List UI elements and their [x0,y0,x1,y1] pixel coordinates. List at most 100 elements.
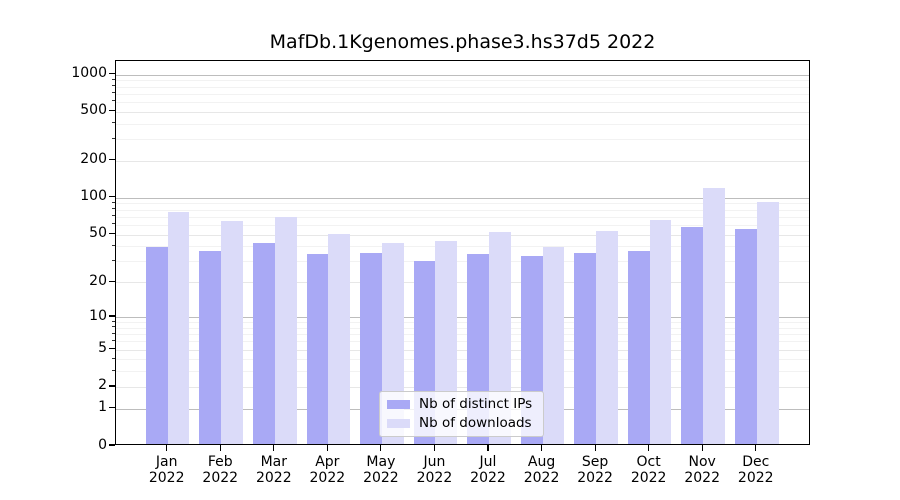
y-tick-label-50: 50 [89,225,107,242]
y-tick-mark [108,233,115,235]
bar-downloads-jul [489,231,511,444]
x-tick-month: Oct [636,454,661,470]
bar-distinct-ips-may [360,252,382,444]
chart-title: MafDb.1Kgenomes.phase3.hs37d5 2022 [269,31,656,53]
x-tick-mark [701,445,703,451]
x-tick-month: Aug [527,454,556,470]
gridline-minor [116,322,809,324]
y-tick-mark-minor [111,85,115,87]
y-tick-mark-minor [111,244,115,246]
x-tick-month: Dec [742,454,770,470]
bar-downloads-oct [649,220,672,444]
x-tick-label-may: May 2022 [349,454,413,486]
gridline-minor [116,203,809,205]
y-tick-mark-minor [111,326,115,328]
x-tick-label-oct: Oct 2022 [617,454,681,486]
bar-downloads-mar [274,217,297,444]
x-tick-label-sep: Sep 2022 [563,454,627,486]
bar-distinct-ips-dec [734,228,757,444]
x-tick-mark [219,445,221,451]
x-tick-year: 2022 [737,470,774,486]
legend-label-distinct-ips: Nb of distinct IPs [419,396,533,412]
y-tick-mark-minor [111,100,115,102]
x-tick-label-feb: Feb 2022 [188,454,252,486]
y-tick-label-1: 1 [98,399,107,416]
gridline-200 [116,160,809,162]
bar-distinct-ips-mar [253,243,275,444]
gridline-2 [116,386,809,388]
gridline-10 [116,317,809,319]
x-tick-year: 2022 [309,470,346,486]
y-tick-mark-minor [111,137,115,139]
y-tick-mark-minor [111,92,115,94]
bar-downloads-sep [596,230,618,444]
x-tick-year: 2022 [363,470,399,486]
x-tick-mark [166,445,168,451]
x-tick-mark [326,445,328,451]
y-tick-label-1000: 1000 [71,65,107,82]
x-tick-month: Jan [155,454,178,470]
plot-area [115,60,810,445]
x-tick-year: 2022 [684,470,720,486]
x-tick-year: 2022 [470,470,506,486]
x-tick-label-jul: Jul 2022 [456,454,520,486]
legend-item-distinct-ips: Nb of distinct IPs [387,397,532,412]
gridline-minor [116,224,809,226]
y-tick-mark-minor [111,215,115,217]
x-tick-month: Jul [479,454,497,470]
bar-downloads-dec [756,202,779,444]
gridline-minor [116,139,809,141]
bar-distinct-ips-nov [681,226,704,444]
x-tick-mark [594,445,596,451]
y-tick-label-200: 200 [80,151,107,168]
gridline-5 [116,349,809,351]
y-tick-mark-minor [111,320,115,322]
x-tick-year: 2022 [148,470,185,486]
bar-distinct-ips-oct [627,251,650,444]
y-tick-mark-minor [111,357,115,359]
bar-downloads-nov [703,187,725,444]
y-tick-mark [108,315,115,317]
bar-downloads-aug [542,247,565,444]
y-tick-mark-minor [111,259,115,261]
y-tick-label-0: 0 [98,436,107,453]
gridline-20 [116,282,809,284]
gridline-minor [116,101,809,103]
y-tick-mark-minor [111,122,115,124]
y-tick-mark [108,196,115,198]
x-tick-year: 2022 [255,470,292,486]
x-tick-month: Mar [260,454,287,470]
x-tick-month: Apr [315,454,340,470]
x-tick-month: Nov [688,454,716,470]
y-tick-label-5: 5 [98,340,107,357]
gridline-50 [116,234,809,236]
x-tick-mark [540,445,543,451]
y-tick-mark-minor [111,369,115,371]
y-tick-mark [108,444,115,446]
x-tick-year: 2022 [416,470,453,486]
y-tick-mark [108,280,115,282]
y-tick-mark [108,110,115,112]
y-tick-mark-minor [111,201,115,203]
x-tick-mark [755,445,757,451]
y-tick-mark-minor [111,223,115,225]
x-tick-year: 2022 [630,470,667,486]
x-tick-label-apr: Apr 2022 [295,454,359,486]
bar-downloads-feb [221,221,244,444]
legend-swatch-distinct-ips-icon [387,400,410,409]
x-tick-year: 2022 [202,470,239,486]
y-tick-mark [108,385,115,387]
x-tick-month: Jun [423,454,446,470]
bar-downloads-apr [328,233,351,444]
y-tick-label-500: 500 [80,102,107,119]
gridline-minor [116,246,809,248]
y-tick-label-2: 2 [98,377,107,394]
x-tick-label-jun: Jun 2022 [402,454,466,486]
gridline-minor [116,209,809,211]
gridline-minor [116,216,809,218]
x-tick-mark [433,445,436,451]
x-tick-year: 2022 [577,470,613,486]
gridline-100 [116,197,809,199]
y-tick-mark-minor [111,78,115,80]
